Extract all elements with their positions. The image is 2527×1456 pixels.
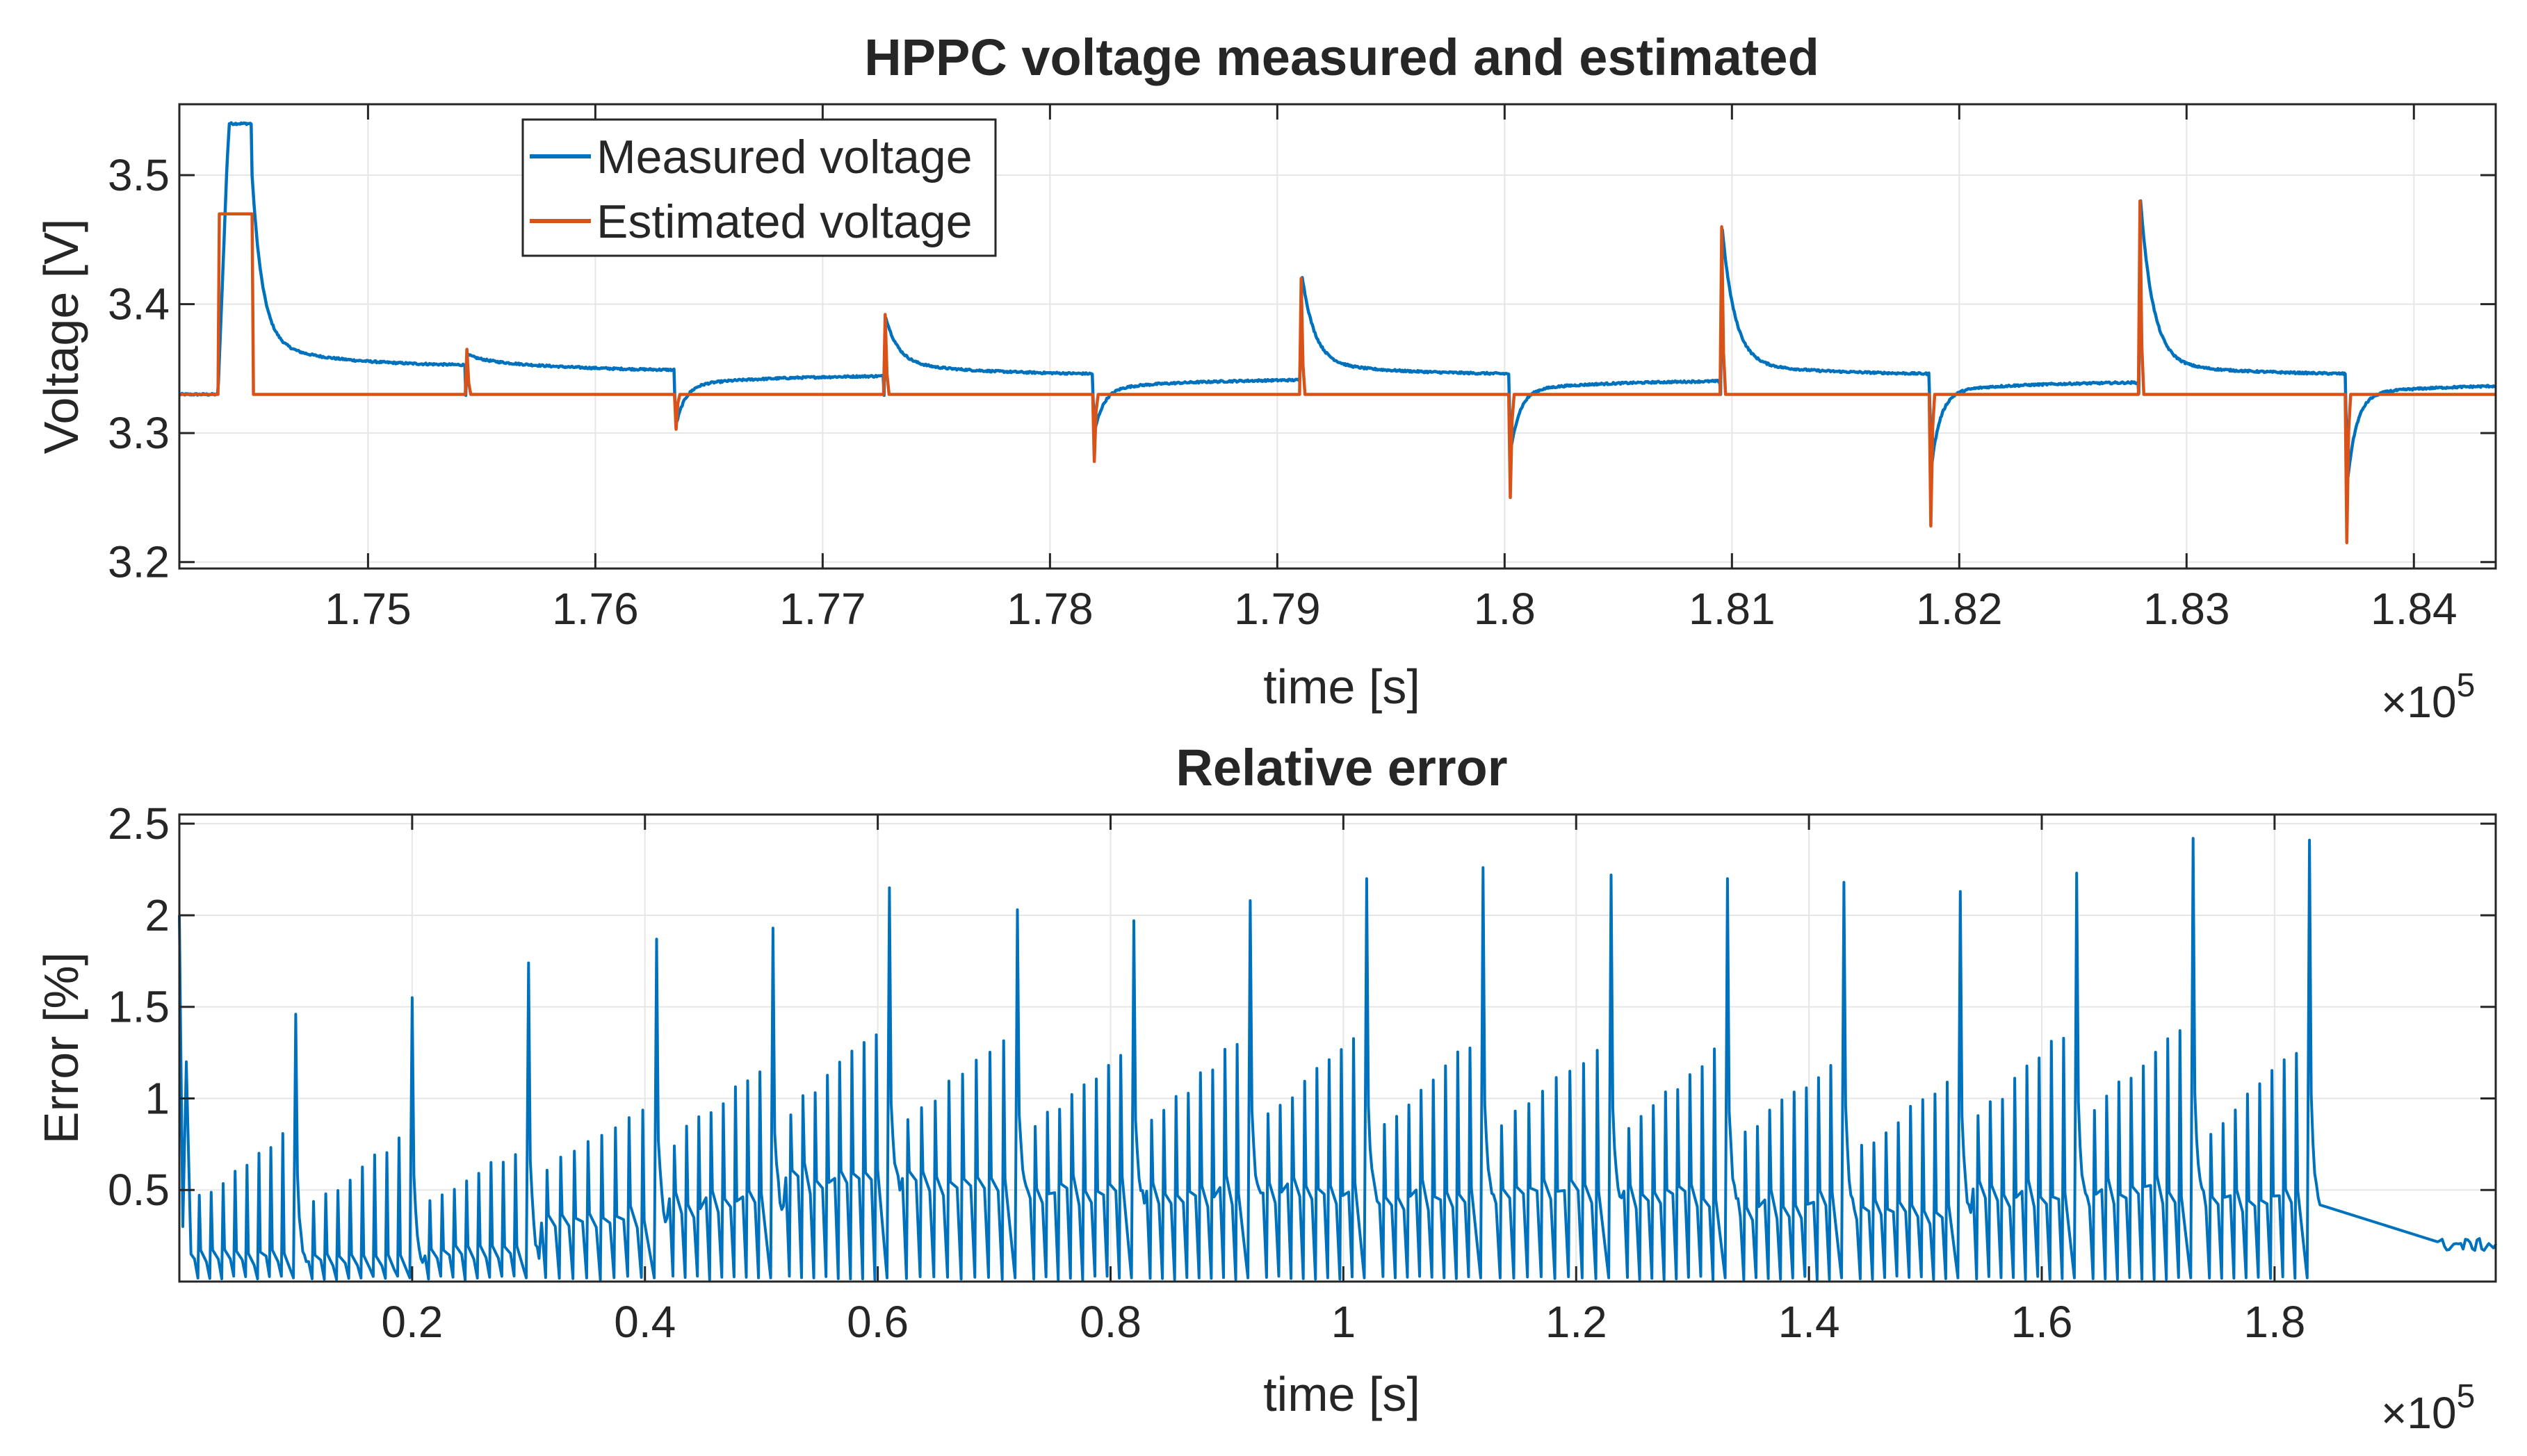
error-y-tick-label: 0.5 bbox=[108, 1165, 170, 1215]
legend-box bbox=[521, 118, 997, 257]
estimated-voltage-line bbox=[179, 199, 2496, 545]
voltage-y-axis-label: Voltage [V] bbox=[34, 219, 88, 455]
error-x-exponent-base: ×10 bbox=[2381, 1388, 2457, 1438]
voltage-y-tick-label: 3.2 bbox=[108, 537, 170, 587]
voltage-panel: HPPC voltage measured and estimated 1.75… bbox=[34, 28, 2497, 727]
voltage-x-tick-label: 1.79 bbox=[1234, 584, 1321, 634]
error-x-tick-label: 0.8 bbox=[1080, 1297, 1141, 1347]
voltage-x-tick-label: 1.81 bbox=[1689, 584, 1776, 634]
voltage-x-tick-label: 1.82 bbox=[1916, 584, 2003, 634]
voltage-x-axis-label: time [s] bbox=[1263, 660, 1420, 714]
relative-error-line bbox=[178, 837, 2497, 1282]
voltage-x-tick-label: 1.76 bbox=[552, 584, 639, 634]
error-x-tick-label: 0.4 bbox=[614, 1297, 676, 1347]
voltage-series bbox=[178, 121, 2496, 545]
error-panel: Relative error 0.2 0.4 0.6 0.8 1 1.2 1.4 1.6 1.8… bbox=[34, 739, 2497, 1438]
voltage-x-exponent-power: 5 bbox=[2457, 667, 2476, 704]
voltage-x-tick-label: 1.8 bbox=[1474, 584, 1536, 634]
voltage-x-tick-label: 1.75 bbox=[325, 584, 412, 634]
error-x-tick-label: 1.8 bbox=[2243, 1297, 2305, 1347]
error-x-tick-label: 0.6 bbox=[847, 1297, 909, 1347]
legend: Measured voltage Estimated voltage bbox=[521, 118, 997, 257]
error-x-tick-label: 1.6 bbox=[2011, 1297, 2073, 1347]
error-series bbox=[178, 837, 2497, 1282]
legend-label-measured: Measured voltage bbox=[596, 131, 973, 183]
voltage-ticks: 1.75 1.76 1.77 1.78 1.79 1.8 1.81 1.82 1.83 1.84 3… bbox=[108, 104, 2496, 634]
error-x-exponent: ×105 bbox=[2381, 1378, 2475, 1438]
error-x-tick-label: 1.2 bbox=[1545, 1297, 1607, 1347]
error-x-axis-label: time [s] bbox=[1263, 1367, 1420, 1421]
error-x-exponent-power: 5 bbox=[2457, 1378, 2476, 1415]
voltage-y-tick-label: 3.3 bbox=[108, 408, 170, 458]
error-y-axis-label: Error [%] bbox=[34, 952, 88, 1144]
voltage-axes-box bbox=[178, 103, 2497, 570]
voltage-x-tick-label: 1.84 bbox=[2371, 584, 2457, 634]
voltage-y-tick-label: 3.5 bbox=[108, 150, 170, 200]
voltage-x-exponent-base: ×10 bbox=[2381, 677, 2457, 727]
error-ticks: 0.2 0.4 0.6 0.8 1 1.2 1.4 1.6 1.8 0.5 1 1.5 2 2.5 bbox=[108, 799, 2496, 1347]
measured-voltage-line bbox=[178, 121, 2496, 479]
error-y-tick-label: 2 bbox=[145, 890, 170, 940]
error-x-tick-label: 0.2 bbox=[381, 1297, 443, 1347]
error-x-tick-label: 1 bbox=[1331, 1297, 1356, 1347]
error-chart-title: Relative error bbox=[1176, 739, 1507, 796]
voltage-x-tick-label: 1.78 bbox=[1007, 584, 1094, 634]
error-axes-box bbox=[178, 813, 2497, 1283]
voltage-chart-title: HPPC voltage measured and estimated bbox=[864, 28, 1819, 86]
error-x-tick-label: 1.4 bbox=[1778, 1297, 1840, 1347]
error-y-tick-label: 1 bbox=[145, 1073, 170, 1123]
voltage-x-exponent: ×105 bbox=[2381, 667, 2475, 727]
error-y-tick-label: 1.5 bbox=[108, 982, 170, 1032]
voltage-y-tick-label: 3.4 bbox=[108, 279, 170, 329]
voltage-x-tick-label: 1.77 bbox=[779, 584, 866, 634]
error-y-tick-label: 2.5 bbox=[108, 799, 170, 849]
voltage-x-tick-label: 1.83 bbox=[2143, 584, 2230, 634]
legend-label-estimated: Estimated voltage bbox=[596, 195, 973, 248]
